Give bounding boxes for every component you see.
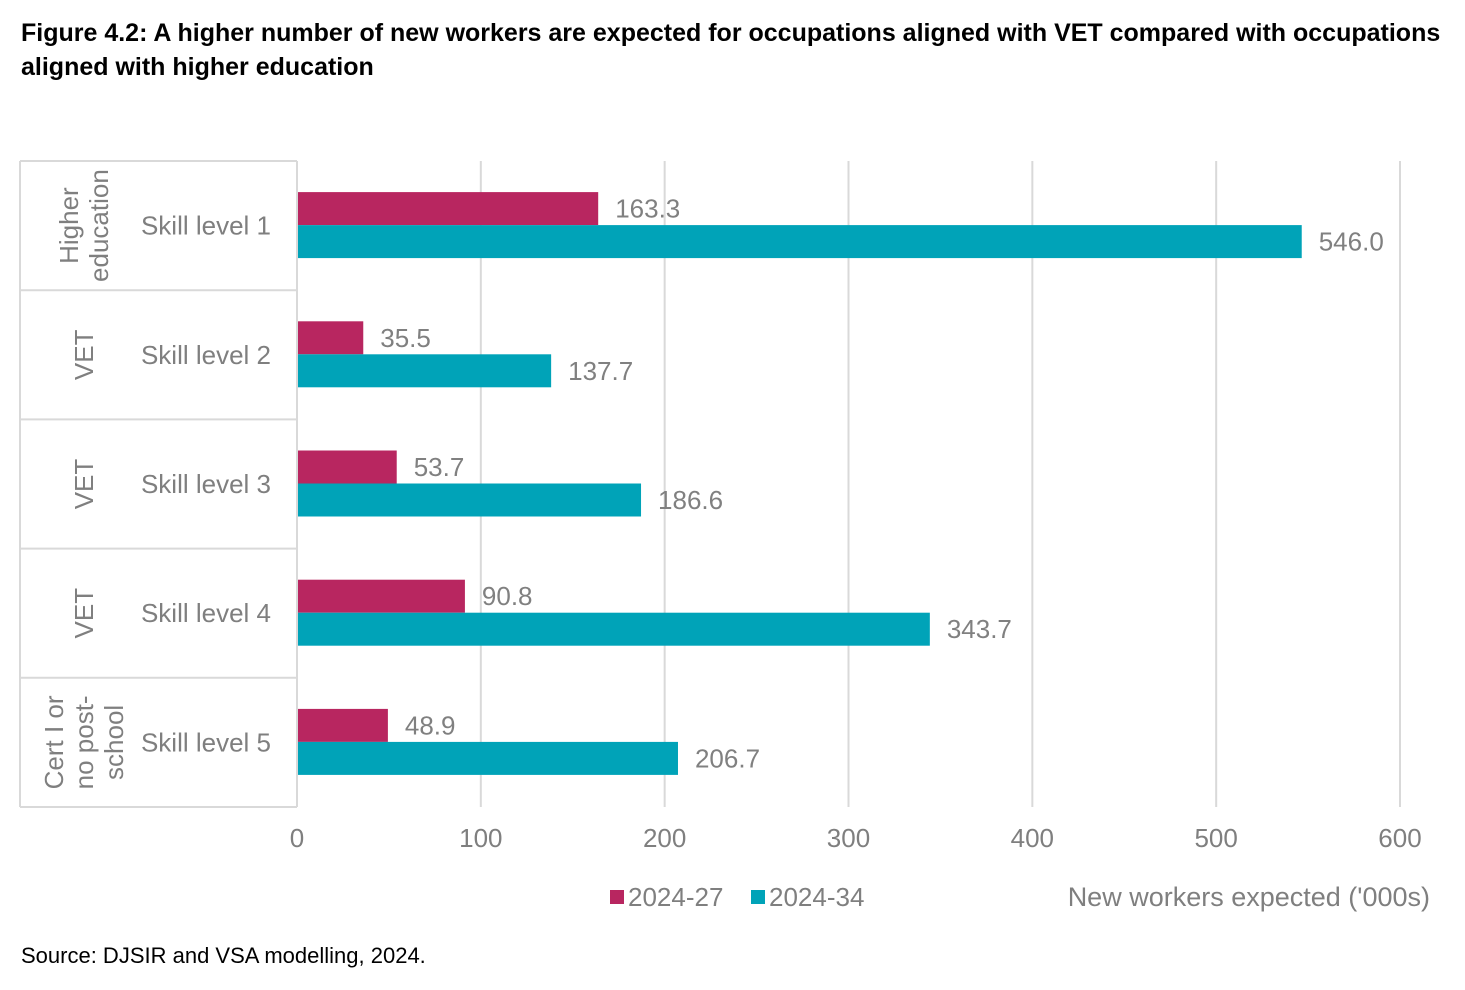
category-table-lines [19, 160, 298, 808]
bar-2024-34-1 [298, 225, 1302, 259]
bar-2024-34-4 [298, 612, 930, 646]
group-label: Cert I orno post-school [39, 695, 129, 789]
category-label: Skill level 4 [141, 598, 271, 628]
bars [298, 192, 1302, 775]
bar-2024-27-4 [298, 579, 465, 613]
x-axis-title: New workers expected ('000s) [1068, 882, 1430, 912]
x-tick-label: 0 [290, 823, 304, 853]
bar-value-label: 137.7 [568, 356, 633, 386]
bar-value-label: 48.9 [405, 710, 456, 740]
x-tick-label: 500 [1194, 823, 1237, 853]
category-label: Skill level 5 [141, 727, 271, 757]
bar-value-label: 90.8 [482, 581, 533, 611]
group-label: VET [69, 459, 99, 510]
x-tick-label: 600 [1378, 823, 1421, 853]
legend-label: 2024-27 [628, 882, 723, 912]
bar-value-label: 343.7 [947, 614, 1012, 644]
group-label: VET [69, 329, 99, 380]
category-label: Skill level 1 [141, 211, 271, 241]
x-tick-label: 200 [643, 823, 686, 853]
bar-2024-34-5 [298, 741, 678, 775]
bar-2024-27-3 [298, 450, 397, 484]
bar-value-label: 163.3 [615, 194, 680, 224]
legend: 2024-27 2024-34 [610, 882, 864, 912]
bar-2024-34-3 [298, 483, 642, 517]
legend-swatch [610, 890, 624, 904]
category-label: Skill level 3 [141, 469, 271, 499]
x-tick-label: 400 [1011, 823, 1054, 853]
bar-2024-34-2 [298, 354, 552, 388]
bar-value-label: 53.7 [414, 452, 465, 482]
x-tick-label: 100 [459, 823, 502, 853]
legend-swatch [751, 890, 765, 904]
x-tick-label: 300 [827, 823, 870, 853]
group-label: Highereducation [54, 169, 114, 282]
bar-value-label: 546.0 [1319, 227, 1384, 257]
bar-value-labels: 163.3 546.0 35.5 137.7 53.7 186.6 90.8 343.7 48.… [380, 194, 1384, 774]
x-tick-labels: 0 100 200 300 400 500 600 [290, 823, 1422, 853]
group-labels: Highereducation VET VET VET Cert I orno post… [39, 169, 129, 789]
chart-title: Figure 4.2: A higher number of new worke… [21, 19, 1441, 81]
bar-2024-27-2 [298, 321, 364, 355]
bar-value-label: 35.5 [380, 323, 431, 353]
source-note: Source: DJSIR and VSA modelling, 2024. [21, 943, 426, 968]
bar-value-label: 186.6 [658, 485, 723, 515]
legend-label: 2024-34 [769, 882, 864, 912]
category-label: Skill level 2 [141, 340, 271, 370]
bar-2024-27-5 [298, 708, 388, 742]
bar-2024-27-1 [298, 192, 599, 226]
bar-value-label: 206.7 [695, 743, 760, 773]
group-label: VET [69, 588, 99, 639]
category-labels: Skill level 1 Skill level 2 Skill level 3 S… [141, 211, 271, 758]
